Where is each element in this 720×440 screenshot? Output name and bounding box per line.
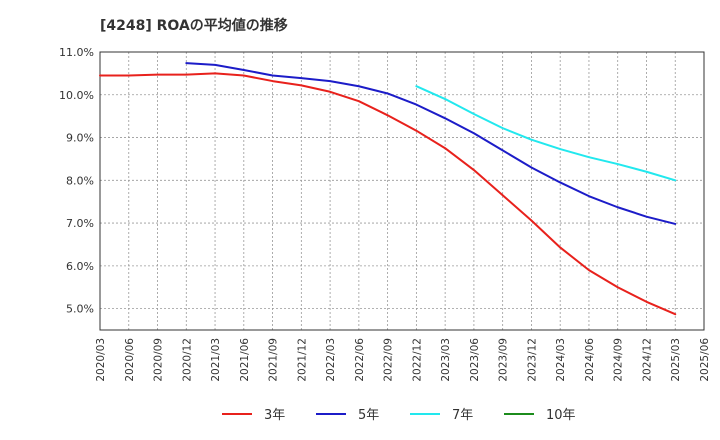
x-tick-label: 2021/12 (296, 338, 308, 382)
x-tick-label: 2024/06 (584, 338, 596, 382)
series-line-3年 (99, 72, 677, 316)
legend-label: 7年 (452, 408, 473, 423)
y-tick-label: 9.0% (66, 132, 94, 145)
x-tick-label: 2024/12 (641, 338, 653, 382)
y-tick-label: 5.0% (66, 303, 94, 316)
chart-title: [4248] ROAの平均値の推移 (100, 17, 288, 34)
x-tick-label: 2024/09 (613, 338, 625, 382)
x-tick-label: 2022/03 (325, 338, 337, 382)
y-tick-label: 11.0% (59, 46, 94, 59)
x-tick-label: 2020/06 (124, 338, 136, 382)
x-tick-label: 2021/06 (239, 338, 251, 382)
series-line-7年 (415, 85, 677, 182)
legend: 3年 5年 7年 10年 (222, 408, 576, 423)
x-tick-label: 2020/12 (181, 338, 193, 382)
legend-label: 5年 (358, 408, 379, 423)
x-tick-label: 2025/03 (670, 338, 682, 382)
y-axis-ticks: 5.0% 6.0% 7.0% 8.0% 9.0% 10.0% 11.0% (59, 46, 94, 316)
legend-label: 3年 (264, 408, 285, 423)
y-tick-label: 8.0% (66, 174, 94, 187)
x-tick-label: 2022/06 (354, 338, 366, 382)
x-tick-label: 2022/09 (383, 338, 395, 382)
x-tick-label: 2024/03 (555, 338, 567, 382)
x-tick-label: 2022/12 (411, 338, 423, 382)
grid-lines (100, 52, 704, 330)
legend-label: 10年 (546, 408, 576, 423)
y-tick-label: 6.0% (66, 260, 94, 273)
plot-area-border (99, 51, 705, 331)
x-tick-label: 2021/03 (210, 338, 222, 382)
x-tick-label: 2023/12 (526, 338, 538, 382)
y-tick-label: 7.0% (66, 217, 94, 230)
y-tick-label: 10.0% (59, 89, 94, 102)
series-lines (99, 62, 677, 316)
x-tick-label: 2021/09 (268, 338, 280, 382)
x-axis-ticks: 2020/03 2020/06 2020/09 2020/12 2021/03 2021/… (95, 338, 711, 382)
series-line-5年 (185, 62, 677, 225)
x-tick-label: 2020/09 (153, 338, 165, 382)
x-tick-label: 2023/06 (469, 338, 481, 382)
x-tick-label: 2020/03 (95, 338, 107, 382)
x-tick-label: 2025/06 (699, 338, 711, 382)
x-tick-label: 2023/09 (498, 338, 510, 382)
x-tick-label: 2023/03 (440, 338, 452, 382)
